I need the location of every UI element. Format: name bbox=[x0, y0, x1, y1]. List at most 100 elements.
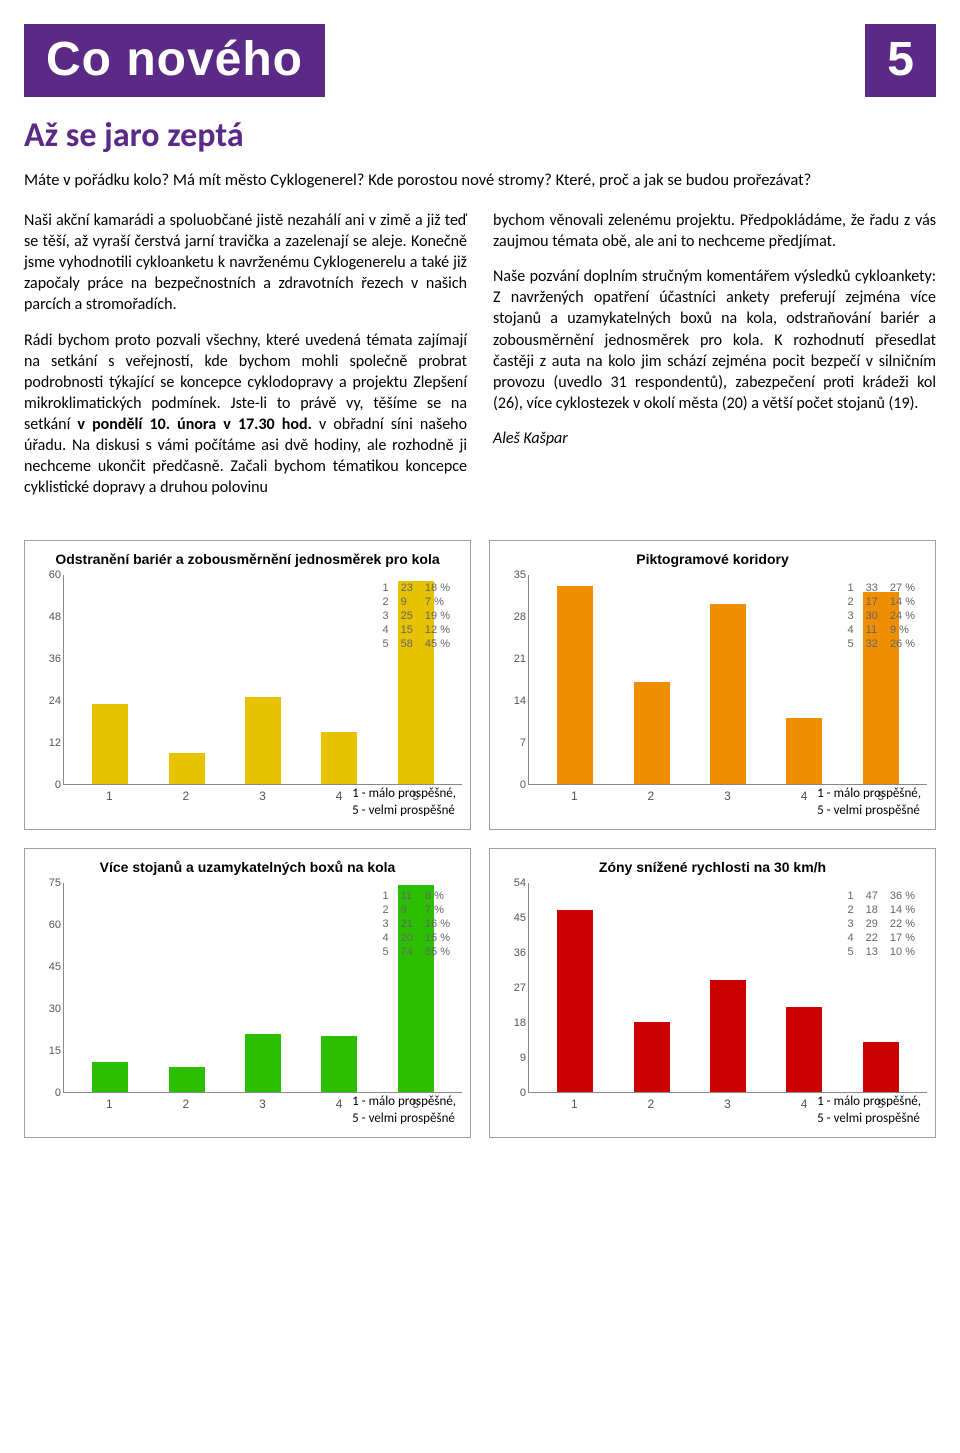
paragraph: Naše pozvání doplním stručným komentářem… bbox=[493, 266, 936, 414]
charts-grid: Odstranění bariér a zobousměrnění jednos… bbox=[24, 540, 936, 1138]
page-header: Co nového 5 bbox=[24, 24, 936, 97]
y-tick-label: 0 bbox=[55, 1087, 61, 1099]
chart-card: Piktogramové koridory0714212835123451332… bbox=[489, 540, 936, 830]
chart-legend: 1 - málo prospěšné,5 - velmi prospěšné bbox=[352, 1094, 456, 1128]
table-cell: 36 % bbox=[884, 889, 921, 903]
x-tick-label: 3 bbox=[689, 1097, 766, 1111]
x-tick-label: 3 bbox=[224, 1097, 301, 1111]
y-tick-label: 0 bbox=[55, 779, 61, 791]
table-cell: 25 bbox=[395, 609, 419, 623]
bar bbox=[786, 1007, 822, 1093]
table-cell: 3 bbox=[377, 609, 395, 623]
chart-legend: 1 - málo prospěšné,5 - velmi prospěšné bbox=[352, 786, 456, 820]
x-tick-label: 2 bbox=[148, 789, 225, 803]
table-cell: 15 % bbox=[419, 931, 456, 945]
y-tick-label: 7 bbox=[520, 737, 526, 749]
y-tick-label: 36 bbox=[514, 947, 526, 959]
table-cell: 1 bbox=[377, 889, 395, 903]
article-columns: Naši akční kamarádi a spoluobčané jistě … bbox=[24, 210, 936, 512]
chart-title: Zóny snížené rychlosti na 30 km/h bbox=[498, 859, 927, 875]
table-cell: 11 bbox=[860, 623, 884, 637]
table-cell: 1 bbox=[842, 581, 860, 595]
table-cell: 23 bbox=[395, 581, 419, 595]
table-cell: 24 % bbox=[884, 609, 921, 623]
chart-card: Zóny snížené rychlosti na 30 km/h0918273… bbox=[489, 848, 936, 1138]
table-cell: 2 bbox=[842, 903, 860, 917]
table-cell: 9 bbox=[395, 903, 419, 917]
y-tick-label: 0 bbox=[520, 779, 526, 791]
y-tick-label: 28 bbox=[514, 611, 526, 623]
bar bbox=[321, 732, 357, 785]
chart-legend: 1 - málo prospěšné,5 - velmi prospěšné bbox=[817, 1094, 921, 1128]
x-tick-label: 2 bbox=[148, 1097, 225, 1111]
table-cell: 5 bbox=[377, 945, 395, 959]
y-tick-label: 54 bbox=[514, 877, 526, 889]
chart-title: Piktogramové koridory bbox=[498, 551, 927, 567]
table-cell: 4 bbox=[842, 623, 860, 637]
chart-data-table: 14736 %21814 %32922 %42217 %51310 % bbox=[842, 889, 921, 959]
table-cell: 17 bbox=[860, 595, 884, 609]
table-cell: 15 bbox=[395, 623, 419, 637]
table-cell: 22 % bbox=[884, 917, 921, 931]
table-cell: 7 % bbox=[419, 595, 456, 609]
table-cell: 18 % bbox=[419, 581, 456, 595]
bar bbox=[245, 697, 281, 785]
bar bbox=[169, 753, 205, 785]
table-cell: 58 bbox=[395, 637, 419, 651]
y-tick-label: 36 bbox=[49, 653, 61, 665]
y-tick-label: 27 bbox=[514, 982, 526, 994]
table-cell: 5 bbox=[842, 637, 860, 651]
table-cell: 9 bbox=[395, 595, 419, 609]
table-cell: 27 % bbox=[884, 581, 921, 595]
chart-data-table: 1118 %297 %32116 %42015 %57455 % bbox=[377, 889, 456, 959]
table-cell: 3 bbox=[842, 609, 860, 623]
table-cell: 2 bbox=[377, 903, 395, 917]
section-title: Co nového bbox=[24, 24, 325, 97]
chart-title: Více stojanů a uzamykatelných boxů na ko… bbox=[33, 859, 462, 875]
bar bbox=[557, 910, 593, 1093]
paragraph: Naši akční kamarádi a spoluobčané jistě … bbox=[24, 210, 467, 316]
y-tick-label: 35 bbox=[514, 569, 526, 581]
y-tick-label: 12 bbox=[49, 737, 61, 749]
bar bbox=[169, 1067, 205, 1092]
table-cell: 11 bbox=[395, 889, 419, 903]
bar bbox=[863, 1042, 899, 1093]
chart-card: Odstranění bariér a zobousměrnění jednos… bbox=[24, 540, 471, 830]
table-cell: 7 % bbox=[419, 903, 456, 917]
table-cell: 21 bbox=[395, 917, 419, 931]
table-cell: 29 bbox=[860, 917, 884, 931]
x-tick-label: 2 bbox=[613, 1097, 690, 1111]
table-cell: 3 bbox=[842, 917, 860, 931]
table-cell: 22 bbox=[860, 931, 884, 945]
bar bbox=[786, 718, 822, 784]
table-cell: 5 bbox=[377, 637, 395, 651]
page-number: 5 bbox=[865, 24, 936, 97]
paragraph: Rádi bychom proto pozvali všechny, které… bbox=[24, 330, 467, 499]
chart-legend: 1 - málo prospěšné,5 - velmi prospěšné bbox=[817, 786, 921, 820]
paragraph: bychom věnovali zelenému projektu. Předp… bbox=[493, 210, 936, 252]
y-tick-label: 9 bbox=[520, 1052, 526, 1064]
table-cell: 18 bbox=[860, 903, 884, 917]
table-cell: 30 bbox=[860, 609, 884, 623]
y-tick-label: 18 bbox=[514, 1017, 526, 1029]
table-cell: 17 % bbox=[884, 931, 921, 945]
table-cell: 8 % bbox=[419, 889, 456, 903]
x-tick-label: 1 bbox=[71, 789, 148, 803]
article-title: Až se jaro zeptá bbox=[24, 115, 936, 156]
x-tick-label: 1 bbox=[536, 789, 613, 803]
bar bbox=[710, 604, 746, 784]
table-cell: 4 bbox=[377, 623, 395, 637]
table-cell: 74 bbox=[395, 945, 419, 959]
table-cell: 3 bbox=[377, 917, 395, 931]
table-cell: 4 bbox=[377, 931, 395, 945]
bar bbox=[245, 1034, 281, 1093]
bar bbox=[634, 682, 670, 784]
bar bbox=[710, 980, 746, 1093]
chart-data-table: 12318 %297 %32519 %41512 %55845 % bbox=[377, 581, 456, 651]
table-cell: 33 bbox=[860, 581, 884, 595]
table-cell: 2 bbox=[842, 595, 860, 609]
bar bbox=[634, 1022, 670, 1092]
x-tick-label: 3 bbox=[689, 789, 766, 803]
y-tick-label: 48 bbox=[49, 611, 61, 623]
table-cell: 1 bbox=[842, 889, 860, 903]
